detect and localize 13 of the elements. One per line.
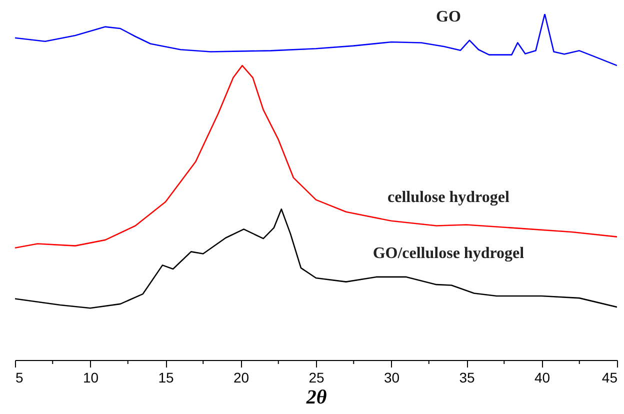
series-label: GO: [436, 8, 461, 26]
series-label: GO/cellulose hydrogel: [372, 244, 525, 262]
x-tick-label: 15: [158, 370, 174, 386]
x-tick-label: 25: [308, 370, 324, 386]
x-tick-label: 40: [534, 370, 550, 386]
x-tick-label: 10: [82, 370, 99, 386]
x-tick-label: 5: [16, 370, 24, 386]
x-tick-label: 35: [459, 370, 475, 386]
x-tick-label: 30: [384, 370, 400, 386]
x-tick-label: 45: [602, 370, 618, 386]
series-label: cellulose hydrogel: [387, 188, 510, 206]
x-axis-title: 2θ: [305, 386, 328, 408]
x-tick-label: 20: [233, 370, 250, 386]
